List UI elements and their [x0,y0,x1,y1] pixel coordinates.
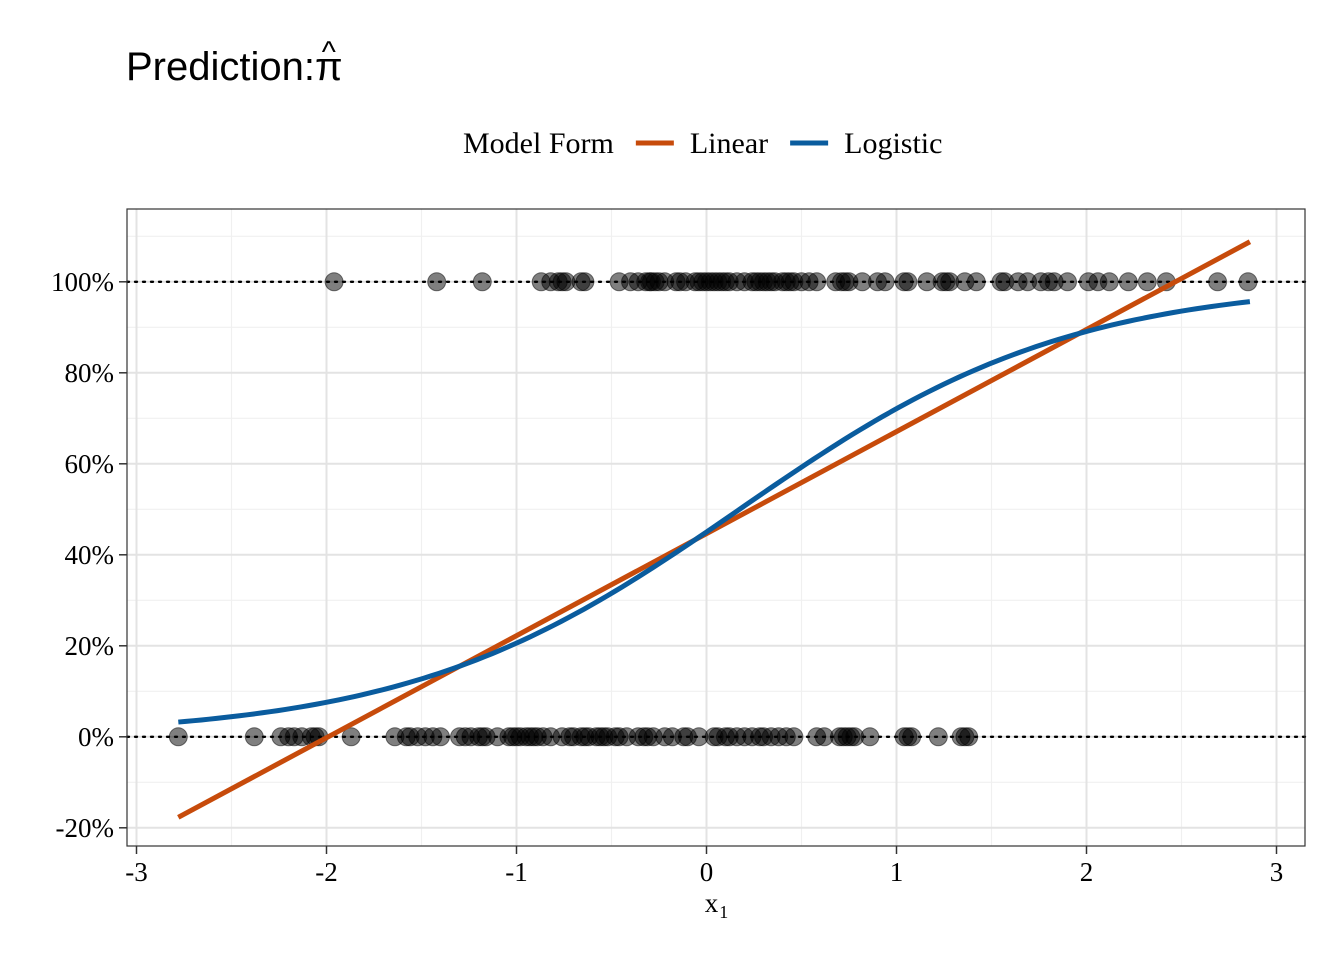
point-outcome-0 [860,727,880,747]
point-outcome-1 [1099,272,1119,292]
chart-title-text: Prediction: [126,45,315,89]
point-outcome-1 [875,272,895,292]
y-tick-label: 20% [65,631,115,661]
series-lines [177,239,1252,820]
y-tick-label: 100% [51,267,114,297]
point-outcome-0 [959,727,979,747]
point-outcome-1 [324,272,344,292]
data-points [168,272,1258,747]
x-axis-label: x 1 [705,888,729,922]
point-outcome-0 [168,727,188,747]
point-outcome-1 [575,272,595,292]
panel-border [126,208,1306,847]
point-outcome-0 [431,727,450,747]
x-tick-label: -2 [315,857,338,887]
point-outcome-0 [341,727,361,747]
point-outcome-1 [807,272,827,292]
x-axis: -3 -2 -1 0 1 2 3 [125,846,1283,887]
point-outcome-0 [244,727,264,747]
chart-title: Prediction: π ^ [126,36,343,89]
point-outcome-1 [1118,272,1138,292]
y-tick-label: 60% [65,449,115,479]
point-outcome-1 [898,272,918,292]
point-outcome-1 [1208,272,1228,292]
x-axis-label-subscript: 1 [719,902,728,922]
y-tick-label: 40% [65,540,115,570]
y-tick-label: 0% [78,722,114,752]
x-tick-label: 2 [1080,857,1094,887]
x-tick-label: -1 [505,857,528,887]
x-tick-label: 1 [890,857,904,887]
chart-title-hat: ^ [322,36,336,69]
series-logistic [178,299,1251,725]
legend-title: Model Form [463,127,614,160]
point-outcome-1 [427,272,447,292]
y-tick-label: 80% [65,358,115,388]
point-outcome-1 [1238,272,1258,292]
y-tick-label: -20% [56,813,114,843]
point-outcome-0 [928,727,948,747]
plot-panel [125,208,1307,847]
point-outcome-0 [902,727,922,747]
x-tick-label: -3 [125,857,148,887]
x-tick-label: 0 [700,857,714,887]
point-outcome-0 [784,727,804,747]
point-outcome-1 [1058,272,1077,292]
legend-label-logistic: Logistic [844,127,942,160]
point-outcome-1 [1137,272,1157,292]
x-axis-label-text: x [705,888,719,918]
point-outcome-1 [966,272,986,292]
y-axis: -20% 0% 20% 40% 60% 80% 100% [51,267,127,843]
legend-label-linear: Linear [690,127,768,160]
x-tick-label: 3 [1270,857,1284,887]
point-outcome-1 [472,272,492,292]
legend: Model Form Linear Logistic [463,127,942,160]
chart-title-pi: π [315,45,343,89]
